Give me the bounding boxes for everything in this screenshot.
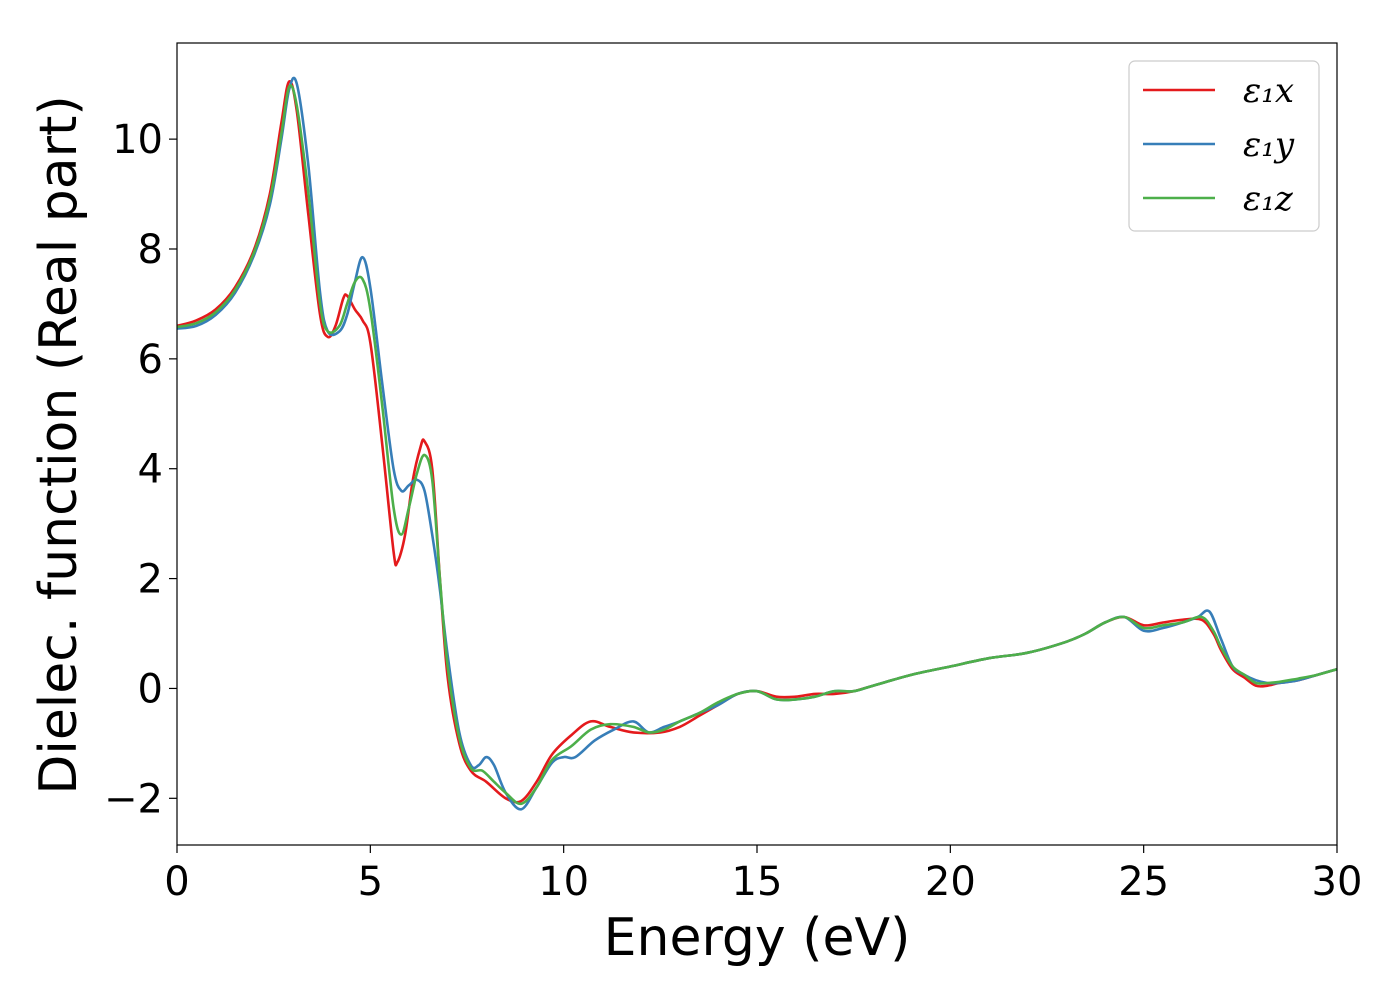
series-line-eps1z <box>176 84 1338 806</box>
x-tick-label: 0 <box>164 859 189 905</box>
y-tick-label: 8 <box>138 227 163 273</box>
y-tick-label: 6 <box>138 337 163 383</box>
series-layer <box>176 76 1338 811</box>
x-tick-label: 10 <box>538 859 589 905</box>
y-axis-ticks: −2 0 2 4 6 8 10 <box>104 117 177 822</box>
series-line-eps1y <box>176 76 1338 811</box>
legend-label-eps1x: ε₁x <box>1243 71 1294 111</box>
legend-frame <box>1128 60 1320 232</box>
legend-label-eps1z: ε₁z <box>1243 179 1294 219</box>
y-tick-label: 10 <box>112 117 163 163</box>
x-axis-label: Energy (eV) <box>604 908 911 968</box>
x-tick-label: 20 <box>925 859 976 905</box>
legend-label-eps1y: ε₁y <box>1243 125 1295 165</box>
x-tick-label: 5 <box>358 859 383 905</box>
x-tick-label: 30 <box>1312 859 1363 905</box>
y-tick-label: 4 <box>138 447 163 493</box>
x-axis-ticks: 0 5 10 15 20 25 30 <box>164 845 1362 905</box>
y-tick-label: 2 <box>138 557 163 603</box>
y-tick-label: −2 <box>104 776 163 822</box>
y-tick-label: 0 <box>138 666 163 712</box>
x-tick-label: 15 <box>732 859 783 905</box>
y-axis-label: Dielec. function (Real part) <box>29 95 89 794</box>
x-tick-label: 25 <box>1118 859 1169 905</box>
legend: ε₁x ε₁y ε₁z <box>1128 60 1320 232</box>
